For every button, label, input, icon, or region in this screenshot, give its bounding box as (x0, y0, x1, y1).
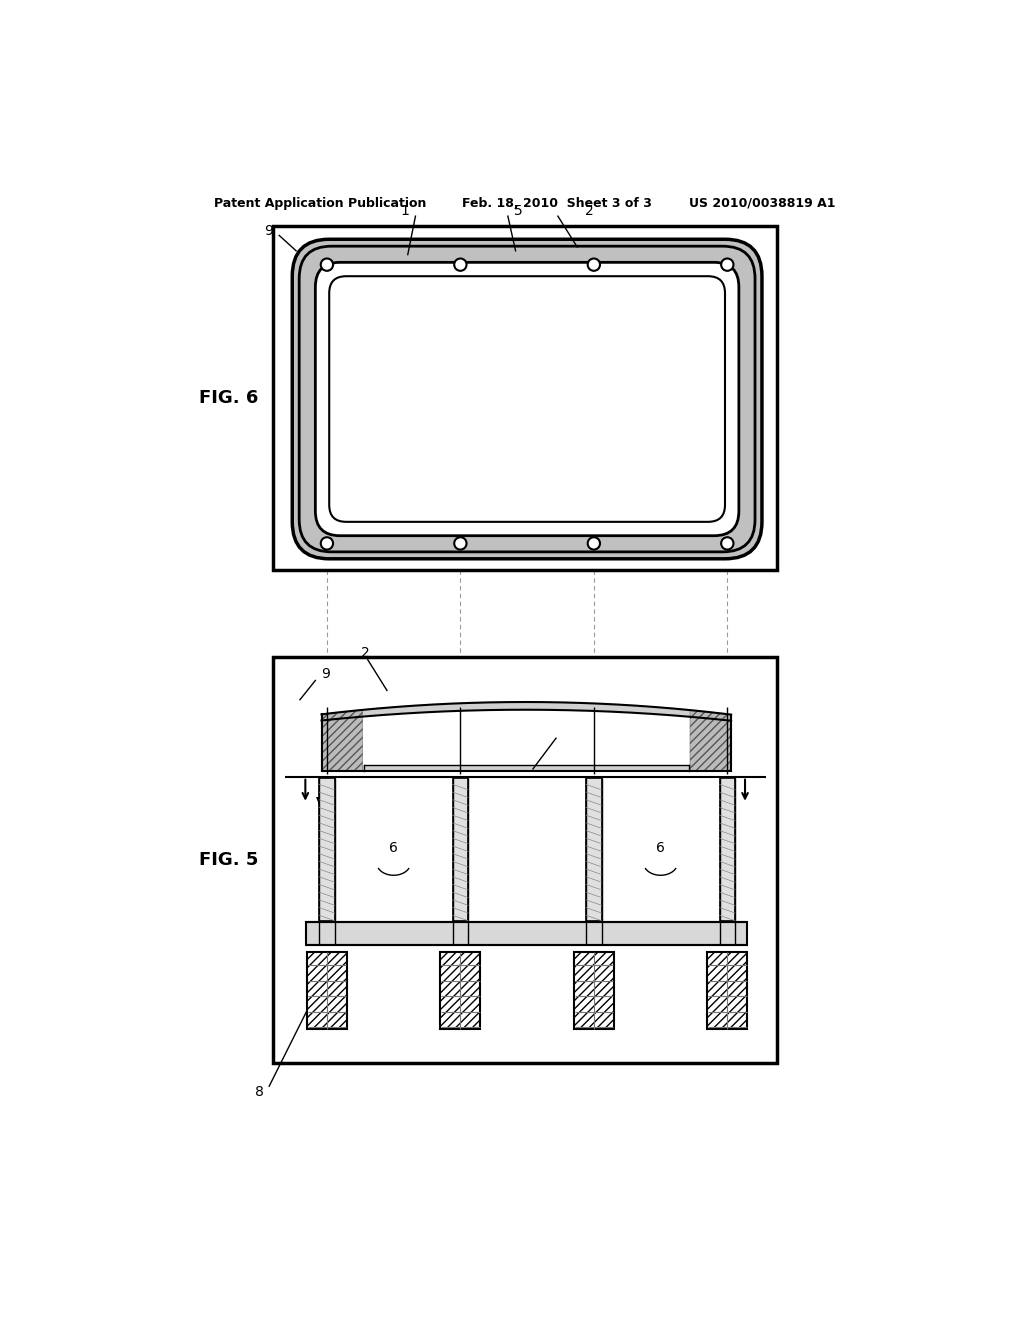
Text: 6: 6 (389, 841, 398, 854)
Text: 2: 2 (361, 645, 370, 660)
Polygon shape (322, 710, 362, 771)
Text: Feb. 18, 2010  Sheet 3 of 3: Feb. 18, 2010 Sheet 3 of 3 (462, 197, 651, 210)
Bar (708, 952, 748, 1028)
Bar (720, 779, 735, 921)
Circle shape (721, 537, 733, 549)
Circle shape (455, 259, 467, 271)
Text: FIG. 6: FIG. 6 (200, 389, 259, 408)
Polygon shape (322, 702, 731, 771)
Text: us: us (708, 428, 720, 438)
FancyBboxPatch shape (315, 263, 739, 536)
Text: 5: 5 (514, 203, 523, 218)
Text: US 2010/0038819 A1: US 2010/0038819 A1 (689, 197, 836, 210)
Text: 2: 2 (585, 203, 594, 218)
Bar (573, 952, 613, 1028)
Text: 1: 1 (562, 726, 571, 741)
Text: us: us (583, 367, 596, 376)
Text: 6: 6 (656, 841, 665, 854)
Text: 8: 8 (255, 1085, 264, 1100)
Polygon shape (690, 710, 731, 771)
Circle shape (455, 537, 467, 549)
Text: us: us (708, 367, 720, 376)
FancyBboxPatch shape (292, 239, 762, 558)
Circle shape (588, 259, 600, 271)
Text: VI: VI (316, 796, 331, 809)
FancyBboxPatch shape (330, 276, 725, 521)
Circle shape (721, 259, 733, 271)
Circle shape (321, 259, 333, 271)
FancyBboxPatch shape (299, 246, 755, 552)
Polygon shape (362, 710, 690, 766)
Text: 1: 1 (400, 203, 410, 218)
Text: us: us (459, 367, 471, 376)
Text: us: us (459, 428, 471, 438)
Text: us: us (583, 428, 596, 438)
Text: 9: 9 (264, 224, 273, 238)
Bar (453, 779, 468, 921)
Bar (319, 779, 335, 921)
Text: FIG. 5: FIG. 5 (200, 851, 259, 870)
Bar (273, 226, 777, 570)
Text: Patent Application Publication: Patent Application Publication (214, 197, 426, 210)
Text: us: us (335, 428, 347, 438)
Text: 9: 9 (321, 668, 330, 681)
Text: us: us (335, 367, 347, 376)
Bar (440, 952, 480, 1028)
Circle shape (588, 537, 600, 549)
Bar (586, 779, 601, 921)
Text: VI: VI (720, 796, 734, 809)
Bar (273, 657, 777, 1063)
Circle shape (321, 537, 333, 549)
Bar (306, 923, 746, 945)
Bar (307, 952, 347, 1028)
